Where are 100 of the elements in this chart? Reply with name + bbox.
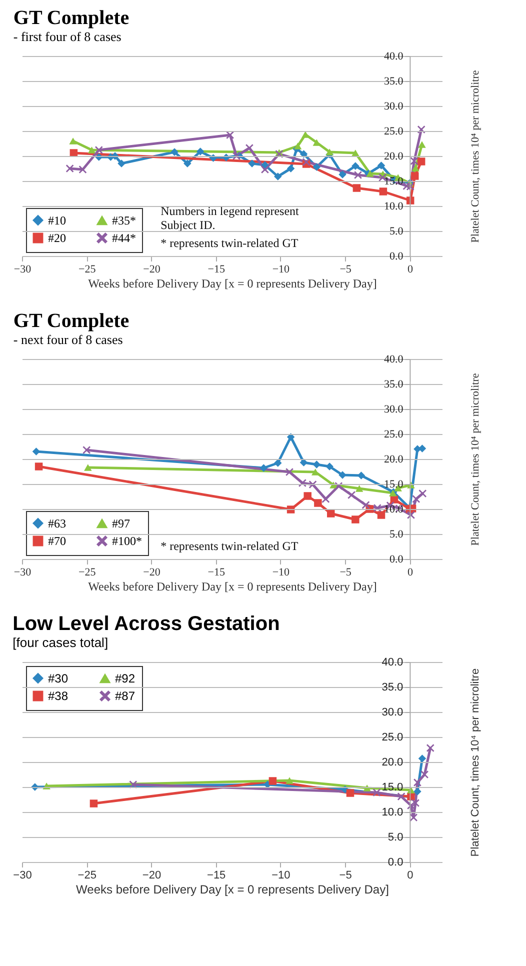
legend-label: #20 xyxy=(48,231,66,245)
chart-subtitle: - next four of 8 cases xyxy=(13,332,123,347)
point xyxy=(410,172,419,180)
y-tick-label: 40.0 xyxy=(384,50,404,62)
legend-label: #92 xyxy=(115,672,136,686)
legend-label: #70 xyxy=(48,534,66,548)
point xyxy=(260,464,268,472)
point xyxy=(286,777,294,784)
chart-subtitle: - first four of 8 cases xyxy=(13,29,122,44)
legend-label: #30 xyxy=(48,671,68,686)
point xyxy=(406,182,414,190)
x-tick-label: −10 xyxy=(272,566,290,578)
point xyxy=(420,770,428,778)
point xyxy=(410,814,418,822)
point xyxy=(268,777,277,785)
point xyxy=(300,150,308,158)
x-tick-label: −20 xyxy=(143,566,161,578)
legend-label: #63 xyxy=(48,516,66,530)
x-tick-label: −10 xyxy=(272,870,290,882)
point xyxy=(362,501,370,509)
point xyxy=(261,166,269,174)
point xyxy=(326,510,335,518)
chart-title: GT Complete xyxy=(13,310,130,332)
point xyxy=(417,158,426,166)
point xyxy=(66,164,74,172)
point xyxy=(355,485,364,492)
y-tick-label: 25.0 xyxy=(384,126,404,138)
x-tick-label: −30 xyxy=(14,566,32,578)
y-tick-label: 10.0 xyxy=(384,200,404,212)
x-tick-label: 0 xyxy=(407,566,414,578)
y-tick-label: 25.0 xyxy=(382,732,404,744)
point xyxy=(88,146,96,154)
y-tick-label: 15.0 xyxy=(384,478,404,490)
y-tick-label: 35.0 xyxy=(384,76,404,88)
point xyxy=(196,148,204,156)
x-axis-title: Weeks before Delivery Day [x = 0 represents Delivery Day] xyxy=(88,580,377,594)
point xyxy=(418,490,426,498)
point xyxy=(302,131,310,138)
point xyxy=(352,150,360,156)
legend-label: #35* xyxy=(112,214,136,228)
point xyxy=(286,433,295,441)
x-tick-label: −10 xyxy=(272,264,290,276)
x-tick-label: −15 xyxy=(208,566,226,578)
y-tick-label: 35.0 xyxy=(382,682,404,694)
point xyxy=(248,160,256,168)
chart-title: GT Complete xyxy=(13,7,130,29)
y-tick-label: 20.0 xyxy=(384,454,404,466)
point xyxy=(314,499,322,507)
point xyxy=(346,789,354,797)
point xyxy=(184,160,192,168)
annotation: Numbers in legend represent Subject ID. xyxy=(160,204,300,232)
point xyxy=(410,157,418,165)
point xyxy=(82,446,90,454)
point xyxy=(397,792,406,800)
point xyxy=(84,464,92,471)
point xyxy=(379,188,388,196)
x-tick-label: −20 xyxy=(142,870,162,882)
point xyxy=(352,516,360,524)
point xyxy=(300,458,308,466)
x-tick-label: −15 xyxy=(208,264,226,276)
y-tick-label: 30.0 xyxy=(382,706,404,718)
legend-label: #97 xyxy=(112,516,130,531)
y-axis-title: Platelet Count, times 10⁴ per microlitre xyxy=(470,668,482,857)
x-tick-label: −15 xyxy=(207,870,226,882)
x-axis-title: Weeks before Delivery Day [x = 0 represents Delivery Day] xyxy=(88,276,377,290)
y-tick-label: 40.0 xyxy=(384,354,404,366)
point xyxy=(129,780,138,788)
y-axis-title: Platelet Count, times 10⁴ per microlitre xyxy=(470,70,482,243)
point xyxy=(338,170,346,178)
point xyxy=(209,154,218,162)
x-tick-label: 0 xyxy=(407,264,414,276)
y-tick-label: 15.0 xyxy=(384,176,404,188)
y-tick-label: 0.0 xyxy=(389,554,404,566)
x-tick-label: −25 xyxy=(78,870,96,882)
point xyxy=(226,131,234,139)
x-tick-label: −5 xyxy=(340,566,352,578)
point xyxy=(412,164,420,172)
y-tick-label: 30.0 xyxy=(384,404,404,416)
point xyxy=(426,744,434,752)
x-tick-label: −25 xyxy=(78,566,96,578)
point xyxy=(414,788,422,796)
point xyxy=(312,460,321,468)
point xyxy=(274,459,282,467)
chart-subtitle: [four cases total] xyxy=(12,635,108,650)
x-tick-label: −20 xyxy=(143,264,161,276)
legend-label: #87 xyxy=(115,689,136,703)
point xyxy=(69,138,77,144)
y-tick-label: 20.0 xyxy=(382,756,404,768)
point xyxy=(352,184,361,192)
y-tick-label: 20.0 xyxy=(384,150,404,162)
point xyxy=(78,166,87,174)
y-tick-label: 0.0 xyxy=(389,250,404,262)
y-tick-label: 40.0 xyxy=(382,656,404,668)
legend-label: #38 xyxy=(48,689,68,703)
point xyxy=(170,148,178,156)
chart-title: Low Level Across Gestation xyxy=(12,613,280,635)
point xyxy=(326,462,334,470)
y-tick-label: 30.0 xyxy=(384,100,404,112)
point xyxy=(348,491,356,499)
annotation: * represents twin-related GT xyxy=(160,236,299,250)
